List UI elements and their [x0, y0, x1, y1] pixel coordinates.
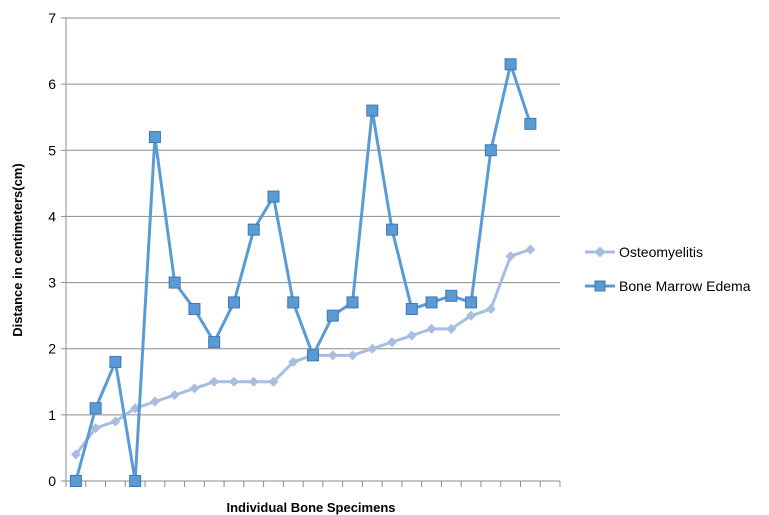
data-point [168, 276, 181, 289]
series-line [74, 62, 532, 483]
data-point [326, 309, 339, 322]
data-point [227, 296, 240, 309]
y-tick-label: 3 [48, 275, 56, 291]
legend-swatch-marker [594, 280, 606, 292]
data-point [524, 117, 537, 130]
series-bone-marrow-edema [69, 58, 537, 487]
y-axis-title: Distance in centimeters(cm) [10, 163, 25, 336]
data-point [109, 355, 122, 368]
data-point [425, 296, 438, 309]
legend-swatch-marker [594, 246, 606, 258]
data-point [287, 296, 300, 309]
data-point [70, 449, 81, 460]
y-tick-labels: 0 1 2 3 4 5 6 7 [48, 10, 56, 489]
data-point [90, 423, 101, 434]
data-point [288, 356, 299, 367]
y-tick-label: 0 [48, 473, 56, 489]
legend-label-osteomyelitis: Osteomyelitis [619, 244, 703, 260]
data-point [367, 343, 378, 354]
data-point [208, 336, 221, 349]
y-tick-label: 4 [48, 208, 56, 224]
data-point [346, 296, 359, 309]
data-point [189, 383, 200, 394]
data-point [307, 349, 319, 362]
legend: Osteomyelitis Bone Marrow Edema [585, 244, 751, 294]
data-point [209, 376, 220, 387]
data-point [327, 350, 338, 361]
data-point [169, 390, 180, 401]
data-point [228, 376, 239, 387]
data-point [387, 337, 398, 348]
data-point [466, 310, 477, 321]
data-point [445, 289, 458, 302]
y-tick-label: 7 [48, 10, 56, 26]
data-point [267, 190, 280, 203]
data-point [188, 303, 201, 316]
y-tick-label: 2 [48, 341, 56, 357]
legend-item-bone-marrow-edema: Bone Marrow Edema [585, 278, 751, 294]
data-point [405, 303, 418, 316]
y-tick-label: 6 [48, 76, 56, 92]
data-point [485, 304, 496, 315]
data-point [268, 376, 279, 387]
data-point [347, 350, 358, 361]
y-tick-label: 1 [48, 407, 56, 423]
data-point [504, 58, 517, 71]
data-point [465, 296, 478, 309]
gridlines [66, 17, 560, 416]
data-point [386, 223, 399, 236]
data-point [366, 104, 379, 117]
data-point [247, 223, 260, 236]
data-point [484, 144, 497, 157]
data-point [129, 475, 142, 487]
data-point [248, 376, 259, 387]
legend-label-bone-marrow-edema: Bone Marrow Edema [619, 278, 751, 294]
data-point [110, 416, 121, 427]
series-osteomyelitis [70, 244, 536, 460]
data-point [149, 396, 160, 407]
data-point [69, 475, 82, 487]
legend-item-osteomyelitis: Osteomyelitis [585, 244, 703, 260]
data-point [130, 403, 141, 414]
data-point [525, 244, 536, 255]
data-point [406, 330, 417, 341]
data-point [148, 131, 161, 144]
data-point [426, 323, 437, 334]
axes [61, 17, 561, 487]
series-layer [69, 58, 537, 487]
data-point [89, 402, 102, 415]
y-tick-label: 5 [48, 142, 56, 158]
data-point [505, 251, 516, 262]
data-point [446, 323, 457, 334]
x-axis-title: Individual Bone Specimens [226, 500, 395, 515]
